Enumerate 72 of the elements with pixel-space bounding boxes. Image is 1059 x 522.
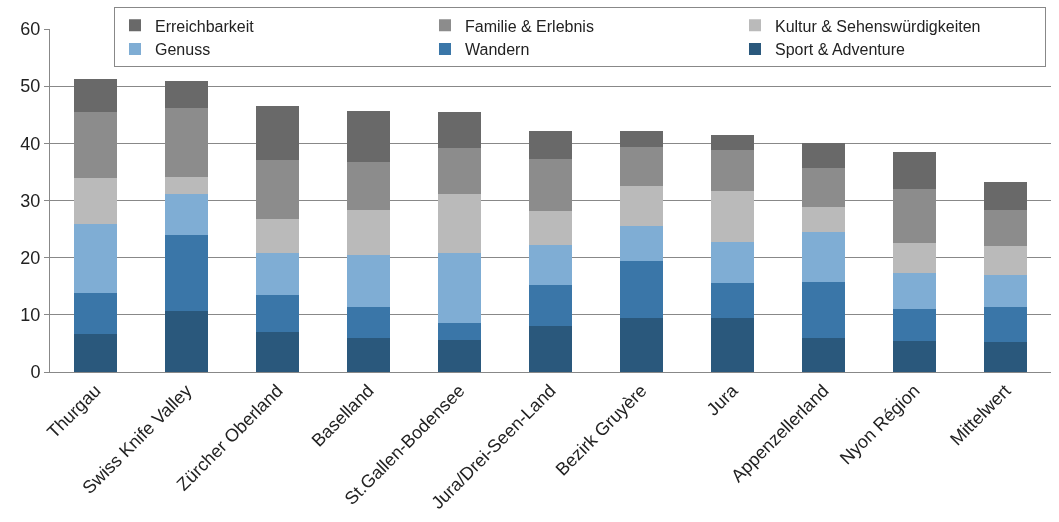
bar bbox=[164, 194, 209, 236]
bar bbox=[255, 294, 300, 332]
bar bbox=[528, 326, 573, 372]
bar bbox=[73, 223, 118, 294]
bar bbox=[801, 231, 846, 282]
bar bbox=[983, 182, 1028, 210]
y-tick-label: 20 bbox=[20, 247, 41, 268]
bar bbox=[346, 306, 391, 339]
bar bbox=[164, 177, 209, 195]
bar bbox=[983, 306, 1028, 343]
bar bbox=[437, 339, 482, 372]
y-tick-label: 40 bbox=[20, 133, 41, 154]
bar bbox=[710, 134, 755, 151]
bar bbox=[346, 255, 391, 307]
bar bbox=[983, 342, 1028, 372]
bar bbox=[619, 186, 664, 227]
bar bbox=[801, 207, 846, 232]
bar bbox=[437, 112, 482, 148]
bar bbox=[801, 338, 846, 372]
bar bbox=[437, 322, 482, 340]
y-tick-label: 10 bbox=[20, 305, 41, 326]
bar bbox=[710, 283, 755, 319]
y-tick-label: 60 bbox=[20, 19, 41, 40]
legend-label: Genuss bbox=[154, 41, 211, 59]
legend-label: Erreichbarkeit bbox=[154, 17, 255, 35]
legend-label: Sport & Adventure bbox=[774, 41, 905, 59]
bar bbox=[346, 110, 391, 162]
legend-label: Familie & Erlebnis bbox=[464, 17, 594, 35]
bar bbox=[164, 235, 209, 311]
bar bbox=[619, 130, 664, 147]
bar bbox=[73, 293, 118, 334]
bar bbox=[255, 218, 300, 254]
bar bbox=[710, 318, 755, 372]
bar bbox=[892, 340, 937, 372]
bar bbox=[346, 338, 391, 372]
bar bbox=[892, 243, 937, 274]
bar bbox=[528, 211, 573, 246]
bar bbox=[892, 152, 937, 190]
bar bbox=[892, 273, 937, 310]
bar bbox=[255, 105, 300, 160]
bar bbox=[983, 245, 1028, 276]
bar bbox=[164, 81, 209, 109]
bar bbox=[437, 253, 482, 323]
bar bbox=[73, 79, 118, 113]
bar bbox=[892, 309, 937, 341]
bar bbox=[983, 275, 1028, 307]
legend-label: Wandern bbox=[464, 41, 530, 59]
bar bbox=[710, 150, 755, 192]
bar bbox=[73, 177, 118, 224]
bar bbox=[801, 281, 846, 339]
bar bbox=[528, 245, 573, 285]
y-tick-label: 30 bbox=[20, 190, 41, 211]
bar bbox=[437, 147, 482, 194]
bar bbox=[164, 310, 209, 372]
bar bbox=[619, 318, 664, 372]
bar bbox=[983, 209, 1028, 246]
bar bbox=[710, 191, 755, 242]
bar bbox=[528, 284, 573, 327]
bar bbox=[619, 146, 664, 187]
bar bbox=[255, 253, 300, 295]
bar bbox=[619, 226, 664, 262]
bar bbox=[710, 241, 755, 284]
bar bbox=[619, 261, 664, 319]
legend-label: Kultur & Sehenswürdigkeiten bbox=[774, 17, 981, 35]
bar bbox=[255, 331, 300, 372]
y-tick-label: 50 bbox=[20, 76, 41, 97]
bar bbox=[73, 333, 118, 372]
y-tick-label: 0 bbox=[30, 362, 41, 383]
bar bbox=[528, 130, 573, 159]
bar bbox=[801, 142, 846, 169]
bar bbox=[437, 193, 482, 254]
bar bbox=[346, 209, 391, 256]
